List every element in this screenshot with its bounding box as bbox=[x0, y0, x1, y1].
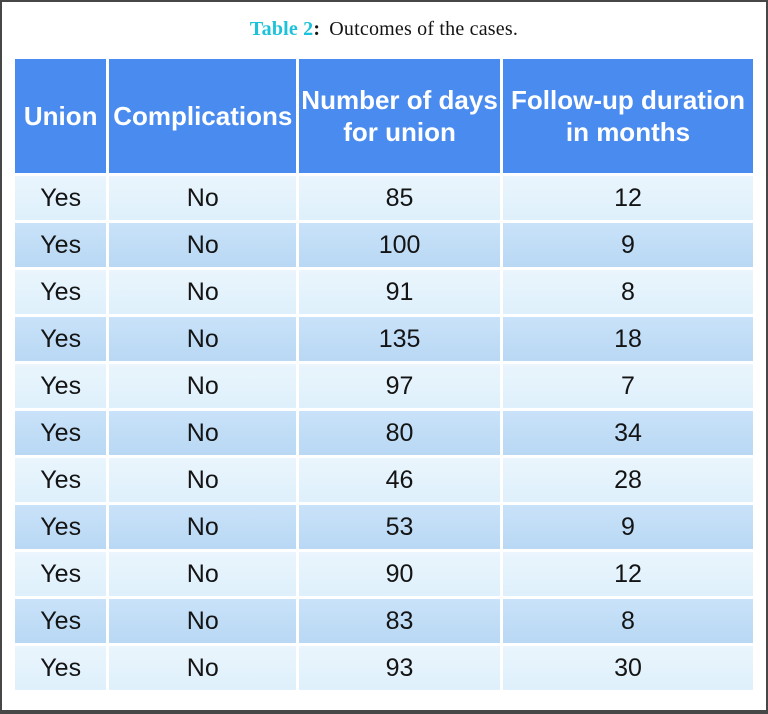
cell-union: Yes bbox=[15, 458, 107, 502]
cell-followup-months: 12 bbox=[502, 552, 753, 596]
cell-union: Yes bbox=[15, 270, 107, 314]
cell-followup-months: 7 bbox=[502, 364, 753, 408]
cell-followup-months: 12 bbox=[502, 176, 753, 220]
table-row: Yes No 90 12 bbox=[15, 552, 753, 596]
outcomes-table: Union Complications Number of days for u… bbox=[12, 56, 756, 693]
cell-followup-months: 28 bbox=[502, 458, 753, 502]
cell-union: Yes bbox=[15, 552, 107, 596]
table-body: Yes No 85 12 Yes No 100 9 Yes No 91 8 bbox=[15, 176, 753, 690]
cell-followup-months: 30 bbox=[502, 646, 753, 690]
cell-union: Yes bbox=[15, 223, 107, 267]
table-row: Yes No 100 9 bbox=[15, 223, 753, 267]
table-row: Yes No 46 28 bbox=[15, 458, 753, 502]
table-row: Yes No 85 12 bbox=[15, 176, 753, 220]
cell-complications: No bbox=[109, 364, 297, 408]
cell-union: Yes bbox=[15, 176, 107, 220]
cell-complications: No bbox=[109, 646, 297, 690]
cell-days-for-union: 85 bbox=[299, 176, 500, 220]
cell-complications: No bbox=[109, 176, 297, 220]
cell-followup-months: 9 bbox=[502, 223, 753, 267]
table-caption-label: Table 2 bbox=[249, 17, 314, 40]
table-caption: Table 2: Outcomes of the cases. bbox=[2, 2, 766, 56]
cell-followup-months: 34 bbox=[502, 411, 753, 455]
cell-complications: No bbox=[109, 317, 297, 361]
cell-union: Yes bbox=[15, 364, 107, 408]
cell-days-for-union: 53 bbox=[299, 505, 500, 549]
table-row: Yes No 93 30 bbox=[15, 646, 753, 690]
cell-days-for-union: 80 bbox=[299, 411, 500, 455]
table-row: Yes No 91 8 bbox=[15, 270, 753, 314]
cell-followup-months: 8 bbox=[502, 599, 753, 643]
table-caption-text: Outcomes of the cases. bbox=[329, 17, 519, 40]
table-row: Yes No 135 18 bbox=[15, 317, 753, 361]
cell-followup-months: 9 bbox=[502, 505, 753, 549]
cell-union: Yes bbox=[15, 599, 107, 643]
cell-complications: No bbox=[109, 599, 297, 643]
table-row: Yes No 53 9 bbox=[15, 505, 753, 549]
cell-complications: No bbox=[109, 411, 297, 455]
table-caption-separator: : bbox=[313, 17, 321, 40]
cell-union: Yes bbox=[15, 411, 107, 455]
cell-days-for-union: 135 bbox=[299, 317, 500, 361]
cell-complications: No bbox=[109, 552, 297, 596]
cell-days-for-union: 46 bbox=[299, 458, 500, 502]
column-header-days-for-union: Number of days for union bbox=[299, 59, 500, 173]
table-row: Yes No 80 34 bbox=[15, 411, 753, 455]
cell-days-for-union: 83 bbox=[299, 599, 500, 643]
column-header-complications: Complications bbox=[109, 59, 297, 173]
cell-complications: No bbox=[109, 505, 297, 549]
cell-days-for-union: 91 bbox=[299, 270, 500, 314]
cell-days-for-union: 90 bbox=[299, 552, 500, 596]
table-row: Yes No 97 7 bbox=[15, 364, 753, 408]
cell-days-for-union: 93 bbox=[299, 646, 500, 690]
column-header-union: Union bbox=[15, 59, 107, 173]
cell-complications: No bbox=[109, 458, 297, 502]
cell-complications: No bbox=[109, 270, 297, 314]
table-row: Yes No 83 8 bbox=[15, 599, 753, 643]
cell-followup-months: 8 bbox=[502, 270, 753, 314]
cell-complications: No bbox=[109, 223, 297, 267]
column-header-followup-duration: Follow-up duration in months bbox=[502, 59, 753, 173]
cell-union: Yes bbox=[15, 505, 107, 549]
cell-days-for-union: 97 bbox=[299, 364, 500, 408]
cell-union: Yes bbox=[15, 646, 107, 690]
cell-days-for-union: 100 bbox=[299, 223, 500, 267]
cell-followup-months: 18 bbox=[502, 317, 753, 361]
header-row: Union Complications Number of days for u… bbox=[15, 59, 753, 173]
cell-union: Yes bbox=[15, 317, 107, 361]
